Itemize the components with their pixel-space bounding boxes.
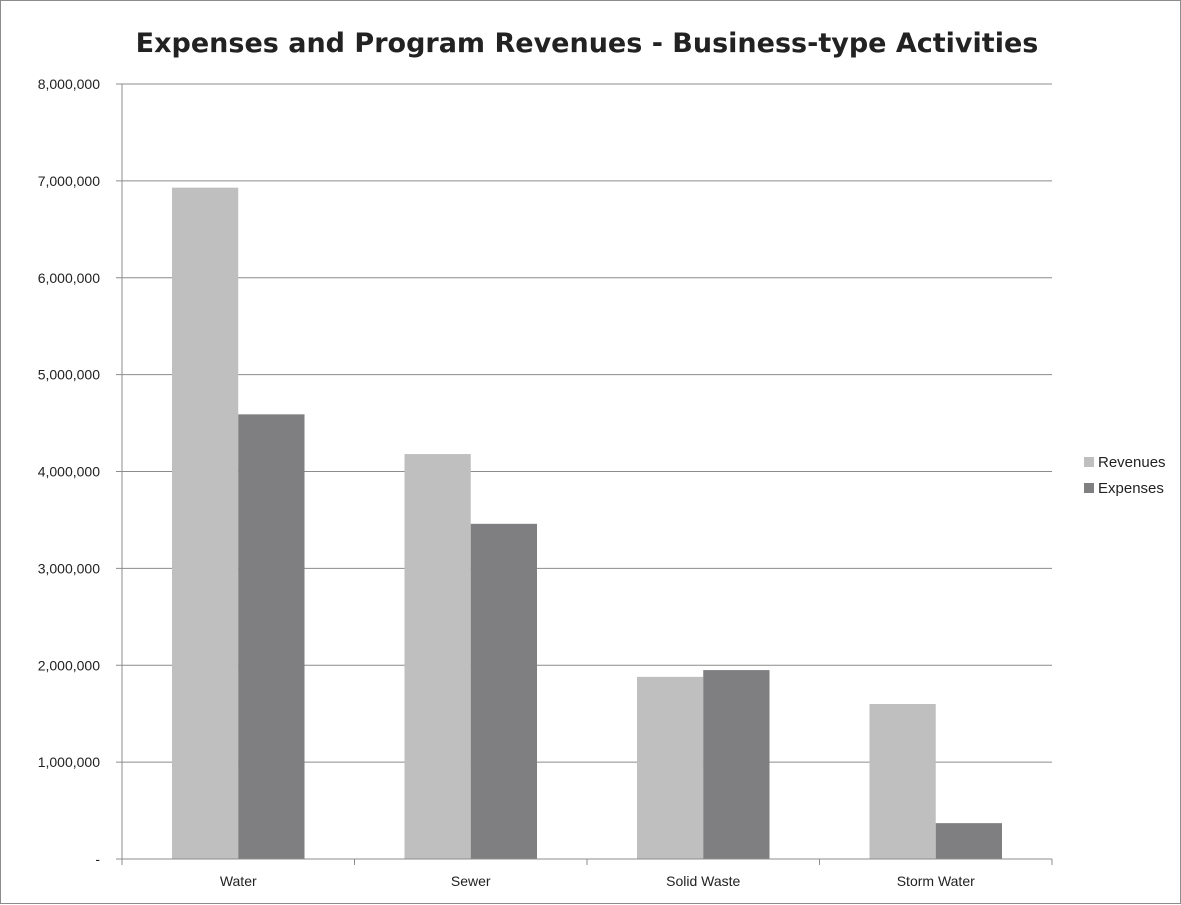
- y-tick-label: -: [95, 851, 100, 867]
- bar-revenues-water: [171, 187, 239, 859]
- legend-swatch-revenues: [1084, 457, 1094, 467]
- x-tick-label: Sewer: [451, 873, 491, 889]
- legend-label-revenues: Revenues: [1098, 454, 1166, 471]
- axes: [116, 83, 1053, 865]
- y-tick-label: 2,000,000: [38, 657, 100, 673]
- y-tick-label: 3,000,000: [38, 560, 100, 576]
- x-tick-label: Solid Waste: [666, 873, 740, 889]
- chart-title: Expenses and Program Revenues - Business…: [136, 28, 1039, 59]
- y-tick-label: 1,000,000: [38, 754, 100, 770]
- legend: Revenues Expenses: [1084, 454, 1166, 497]
- x-tick-label: Water: [220, 873, 257, 889]
- bar-revenues-sewer: [404, 454, 471, 859]
- legend-label-expenses: Expenses: [1098, 480, 1164, 497]
- bars: [171, 187, 1003, 859]
- y-tick-label: 5,000,000: [38, 367, 100, 383]
- bar-expenses-water: [238, 414, 305, 859]
- bar-expenses-solid-waste: [703, 670, 770, 859]
- y-tick-label: 4,000,000: [38, 464, 100, 480]
- bar-expenses-sewer: [470, 523, 538, 859]
- y-axis-tick-labels: - 1,000,000 2,000,000 3,000,000 4,000,000 5,0…: [38, 76, 101, 867]
- bar-revenues-solid-waste: [636, 676, 704, 859]
- bar-expenses-storm-water: [935, 823, 1003, 859]
- y-tick-label: 6,000,000: [38, 270, 100, 286]
- x-tick-label: Storm Water: [897, 873, 975, 889]
- legend-swatch-expenses: [1084, 483, 1094, 493]
- bar-revenues-storm-water: [869, 704, 936, 859]
- y-tick-label: 7,000,000: [38, 173, 100, 189]
- y-tick-label: 8,000,000: [38, 76, 100, 92]
- x-axis-tick-labels: Water Sewer Solid Waste Storm Water: [220, 873, 975, 889]
